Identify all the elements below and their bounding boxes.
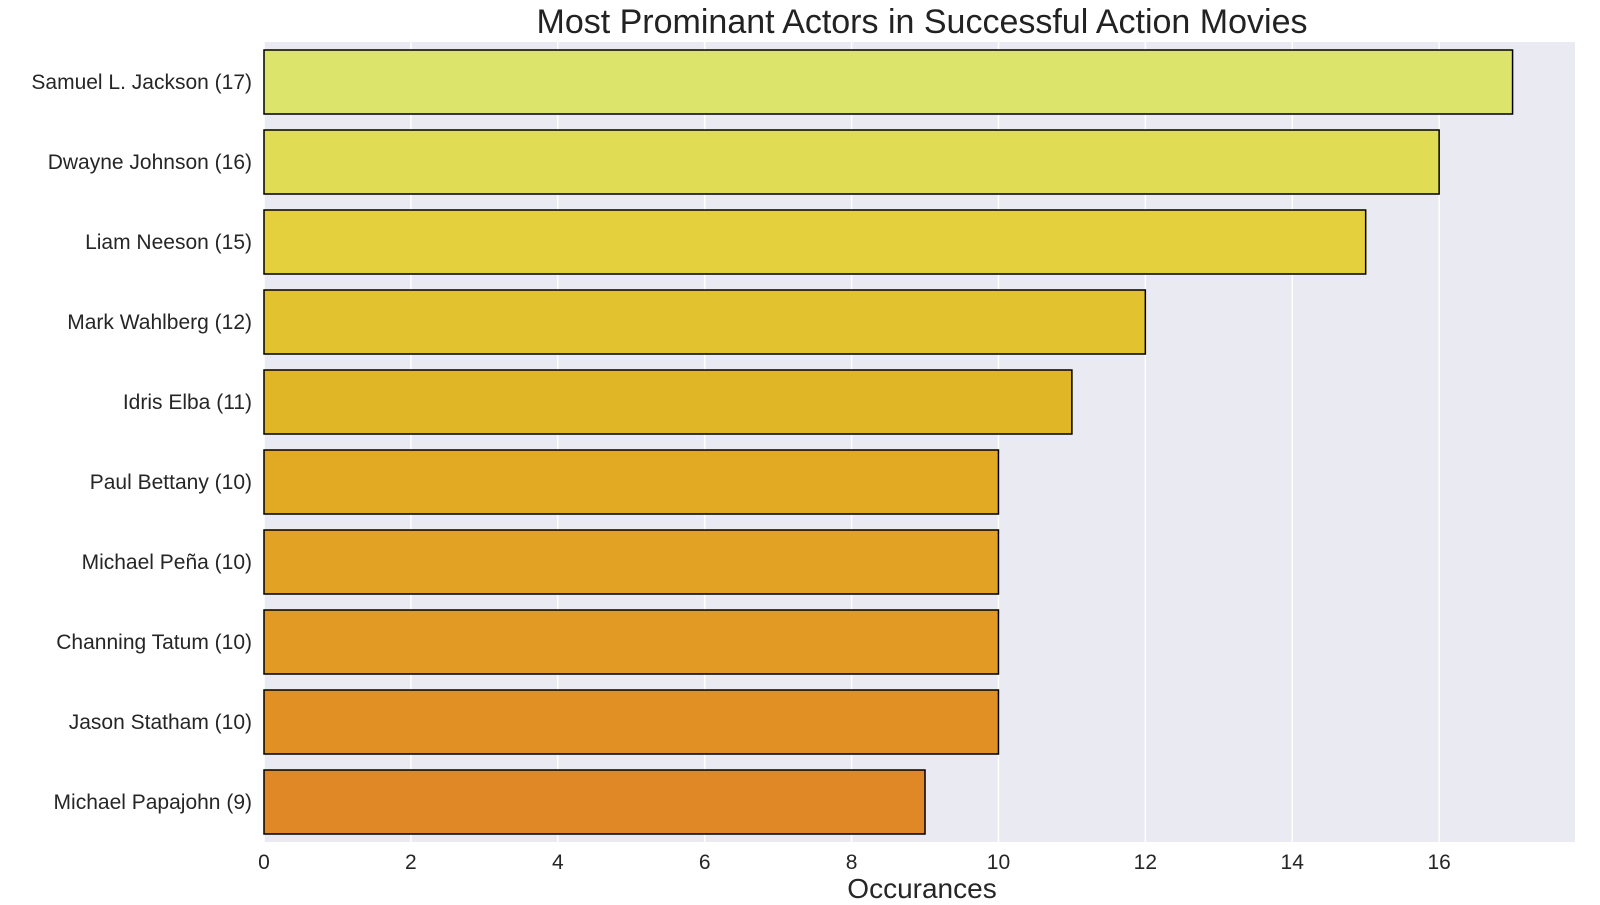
bars	[263, 49, 1514, 835]
y-tick-label: Dwayne Johnson (16)	[48, 151, 252, 174]
x-axis-label: Occurances	[847, 873, 996, 904]
bar	[263, 689, 1000, 755]
y-tick-label: Mark Wahlberg (12)	[67, 311, 252, 334]
x-tick-label: 14	[1281, 851, 1305, 874]
x-tick-label: 4	[552, 851, 564, 874]
bar	[263, 449, 1000, 515]
x-tick-label: 10	[987, 851, 1010, 874]
x-tick-label: 8	[846, 851, 858, 874]
x-tick-label: 12	[1134, 851, 1157, 874]
bar	[263, 209, 1367, 275]
y-tick-label: Samuel L. Jackson (17)	[31, 71, 252, 94]
bar	[263, 289, 1147, 355]
y-tick-label: Michael Papajohn (9)	[54, 791, 252, 814]
y-tick-label: Liam Neeson (15)	[85, 231, 252, 254]
bar	[263, 769, 926, 835]
y-tick-labels: Samuel L. Jackson (17) Dwayne Johnson (16…	[31, 71, 252, 814]
x-tick-label: 16	[1427, 851, 1450, 874]
x-tick-label: 2	[405, 851, 417, 874]
bar	[263, 529, 1000, 595]
y-tick-label: Idris Elba (11)	[123, 391, 252, 414]
bar	[263, 49, 1514, 115]
chart-title: Most Prominant Actors in Successful Acti…	[537, 3, 1308, 41]
y-tick-label: Paul Bettany (10)	[90, 471, 252, 494]
bar	[263, 369, 1073, 435]
y-tick-label: Channing Tatum (10)	[56, 631, 252, 654]
bar	[263, 129, 1440, 195]
x-tick-label: 0	[258, 851, 270, 874]
x-tick-labels: 0 2 4 6 8 10 12 14 16	[258, 851, 1451, 874]
y-tick-label: Jason Statham (10)	[69, 711, 252, 734]
y-tick-label: Michael Peña (10)	[82, 551, 252, 574]
bar	[263, 609, 1000, 675]
x-tick-label: 6	[699, 851, 711, 874]
